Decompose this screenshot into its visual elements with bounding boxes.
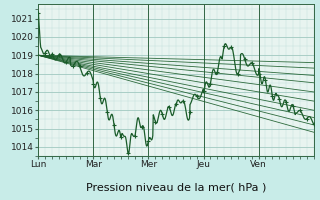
Text: Pression niveau de la mer( hPa ): Pression niveau de la mer( hPa ) [86, 182, 266, 192]
